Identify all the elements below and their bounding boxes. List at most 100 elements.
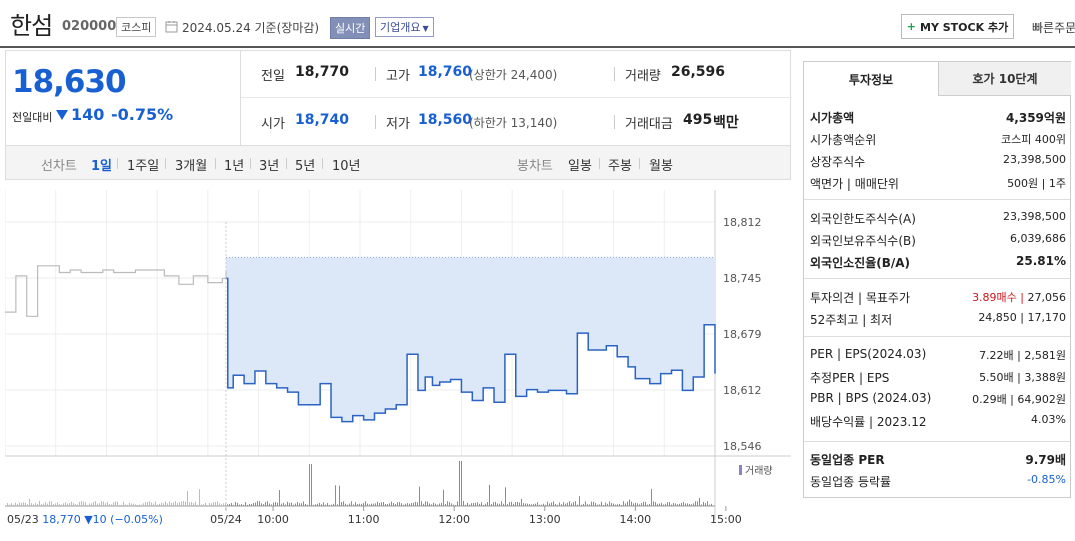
info-row: 외국인보유주식수(B) 6,039,686 [810,229,1066,251]
info-row-value: 4,359억원 [1006,109,1066,126]
volume-bar [29,498,30,506]
info-row-value-text: 9.79배 [1025,453,1066,467]
candle-weekly[interactable]: 주봉 [608,159,632,174]
volume-bar [89,503,90,506]
info-row: 52주최고 | 최저 24,850 | 17,170 [810,308,1066,330]
volume-bar [377,501,378,506]
candle-daily[interactable]: 일봉 [568,159,592,174]
volume-bar [699,497,700,506]
volume-bar [423,503,424,506]
volume-bar [59,504,60,506]
volume-bar [99,503,100,506]
volume-bar [355,502,356,506]
info-row-value: 4.03% [1031,413,1066,426]
volume-bar [219,503,220,506]
stock-name: 한섬 [10,12,53,40]
volume-bar [317,503,318,506]
tab-hoga[interactable]: 호가 10단계 [938,62,1071,96]
volume-bar [49,501,50,506]
volume-bar [543,503,544,506]
volume-bar [473,503,474,506]
volume-bar [551,502,552,506]
volume-bar [303,501,304,506]
volume-bar [697,501,698,506]
volume-bar [553,501,554,506]
volume-bar [601,501,602,506]
price-box [5,50,791,146]
volume-bar [259,501,260,506]
volume-bar [623,501,624,506]
volume-bar [627,501,628,506]
volume-bar [231,502,232,506]
chart-svg: 18,812 18,745 18,679 18,612 18,546 거래량 05/24 10… [5,180,791,541]
info-row-value-text: 코스피 400위 [1001,133,1066,146]
company-overview-button[interactable]: 기업개요 ▼ [375,17,434,37]
volume-bar [37,503,38,506]
info-row-label: 동일업종 PER [810,453,885,467]
realtime-button[interactable]: 실시간 [330,17,371,39]
volume-bar [597,504,598,506]
volume-bar [247,504,248,506]
volume-bar [361,503,362,506]
volume-bar [137,504,138,506]
volume-bar [19,502,20,506]
volume-bar [659,503,660,506]
info-row-value: 9.79배 [1025,451,1066,468]
volume-bar [629,499,630,506]
volume-bar [395,504,396,506]
volume-bar [339,485,340,506]
volume-bar [229,503,230,506]
volume-bar [625,503,626,506]
lower-limit: (하한가 13,140) [469,116,558,130]
volume-bar [265,502,266,506]
period-3y[interactable]: 3년 [259,159,280,174]
volume-bar [643,501,644,506]
volume-bar [119,504,120,506]
info-row-value-text: 5.50배 | 3,388원 [979,371,1066,384]
period-1y[interactable]: 1년 [224,159,245,174]
volume-bar [507,504,508,506]
tab-invest-info[interactable]: 투자정보 [804,62,938,96]
volume-bar [163,503,164,506]
info-row-value-text: 25.81% [1016,254,1066,268]
volume-bar [415,501,416,506]
volume-bar [81,501,82,506]
volume-bar [437,504,438,506]
volume-bar [683,501,684,506]
volume-bar [111,504,112,506]
volume-bar [439,503,440,506]
volume-bar [147,502,148,506]
volume-bar [487,501,488,506]
period-10y[interactable]: 10년 [332,159,361,174]
change-value: 140 [71,105,105,124]
volume-bar [399,502,400,506]
volume-bar [269,503,270,506]
volume-bar [87,504,88,506]
info-grid: 전일 18,770 고가 18,760 (상한가 24,400) 거래량 26,… [240,50,792,146]
period-3m[interactable]: 3개월 [175,159,208,174]
period-1d[interactable]: 1일 [91,159,113,174]
high-label: 고가 [386,69,410,84]
volume-bar [75,504,76,506]
info-row: 외국인한도주식수(A) 23,398,500 [810,207,1066,229]
volume-bar [427,501,428,506]
info-row: 배당수익률 | 2023.12 4.03% [810,410,1066,432]
divider [639,158,640,169]
volume-bar [443,489,444,506]
quick-order-button[interactable]: 빠른주문 [1032,21,1075,35]
volume-bar [343,501,344,506]
info-row-value-text: 6,039,686 [1010,232,1066,245]
volume-bar [41,504,42,506]
candle-monthly[interactable]: 월봉 [649,159,673,174]
volume-bar [703,501,704,506]
current-price: 18,630 [12,64,127,100]
info-row-value: 25.81% [1016,254,1066,268]
volume-bar [255,502,256,506]
period-1w[interactable]: 1주일 [127,159,160,174]
change-label: 전일대비 [12,111,53,124]
company-overview-label: 기업개요 [380,21,421,34]
mystock-add-button[interactable]: + MY STOCK 추가 [901,14,1014,39]
volume-bar [499,503,500,506]
period-5y[interactable]: 5년 [295,159,316,174]
volume-bar [307,504,308,506]
